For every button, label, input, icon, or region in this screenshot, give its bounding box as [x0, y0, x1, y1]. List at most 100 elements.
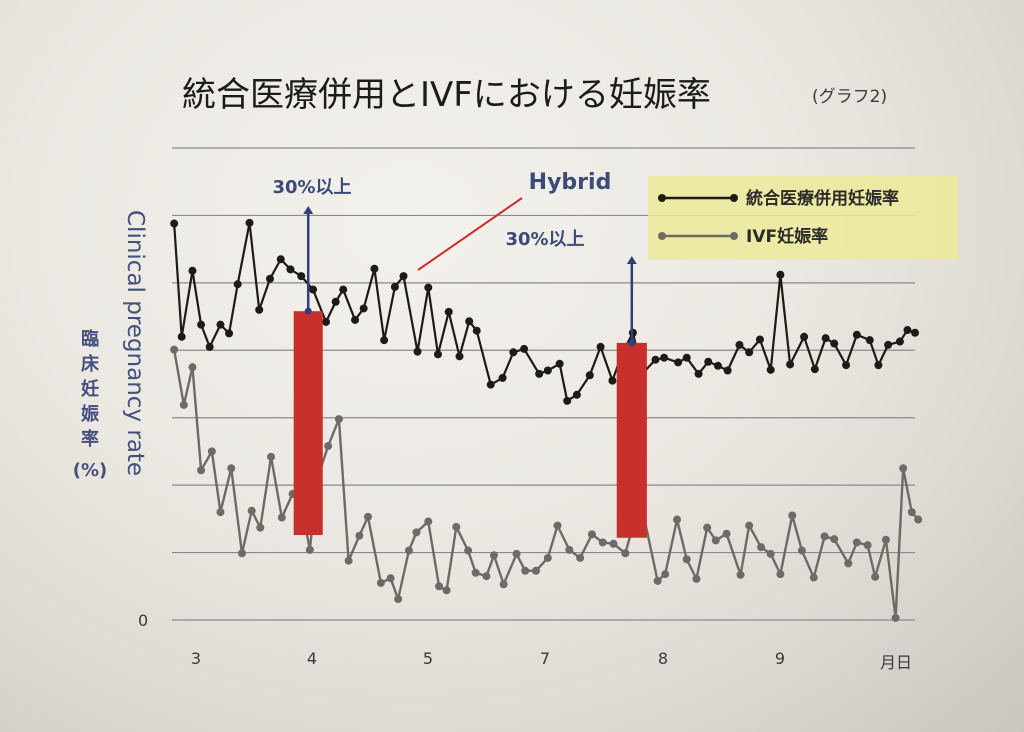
point-ivf	[587, 530, 596, 539]
point-ivf	[820, 532, 829, 541]
point-ivf	[661, 570, 670, 579]
point-ivf	[188, 363, 197, 372]
point-ivf	[844, 559, 853, 568]
point-integrated	[509, 348, 518, 357]
point-ivf	[914, 515, 923, 524]
point-integrated	[585, 371, 594, 380]
point-integrated	[286, 265, 295, 274]
point-integrated	[903, 326, 912, 335]
point-integrated	[842, 361, 851, 370]
point-integrated	[660, 353, 669, 362]
point-integrated	[465, 317, 474, 326]
point-ivf	[863, 541, 872, 550]
x-tick-label: 3	[191, 649, 201, 668]
point-integrated	[520, 344, 529, 353]
point-integrated	[694, 369, 703, 378]
point-ivf	[757, 543, 766, 552]
arrow-base-dot	[628, 339, 636, 347]
legend: 統合医療併用妊娠率 IVF妊娠率	[648, 176, 958, 260]
point-integrated	[713, 361, 722, 370]
y-label-char: 臨	[81, 329, 99, 350]
point-integrated	[351, 315, 360, 324]
point-integrated	[830, 339, 839, 348]
point-integrated	[444, 307, 453, 316]
point-ivf	[797, 546, 806, 555]
point-integrated	[177, 332, 186, 341]
point-ivf	[543, 553, 552, 562]
point-integrated	[197, 320, 206, 329]
point-integrated	[911, 328, 919, 337]
point-ivf	[394, 595, 403, 604]
point-ivf	[531, 566, 540, 575]
x-tick-label: 5	[423, 649, 433, 668]
point-ivf	[464, 546, 473, 555]
legend-marker	[658, 232, 666, 240]
point-integrated	[424, 283, 433, 292]
point-ivf	[899, 464, 908, 473]
legend-label-integrated: 統合医療併用妊娠率	[746, 188, 899, 209]
point-ivf	[355, 531, 364, 540]
point-integrated	[359, 304, 368, 313]
series-line-ivf	[172, 349, 920, 620]
legend-marker	[658, 194, 666, 202]
point-integrated	[265, 274, 274, 283]
point-ivf	[237, 549, 246, 558]
hybrid-callout-line	[417, 197, 523, 271]
point-integrated	[884, 340, 893, 349]
point-ivf	[170, 345, 179, 354]
point-ivf	[521, 566, 530, 575]
point-ivf	[277, 513, 286, 522]
annotation-30pct-left: 30%以上	[272, 177, 351, 198]
point-integrated	[380, 336, 389, 345]
x-tick-label: 8	[658, 649, 668, 668]
point-ivf	[621, 549, 630, 558]
chart-subtitle: (グラフ2)	[812, 87, 887, 107]
point-integrated	[821, 334, 830, 343]
arrow-base-dot	[304, 307, 312, 315]
point-ivf	[442, 586, 451, 595]
annotation-30pct-right: 30%以上	[505, 229, 584, 250]
point-integrated	[331, 297, 340, 306]
point-integrated	[766, 365, 775, 374]
point-ivf	[386, 574, 395, 583]
point-integrated	[498, 373, 507, 382]
point-ivf	[576, 553, 585, 562]
point-ivf	[881, 535, 890, 544]
point-integrated	[486, 380, 495, 389]
point-ivf	[344, 556, 353, 565]
annotations: 30%以上 30%以上 Hybrid	[272, 170, 611, 250]
point-ivf	[227, 464, 236, 473]
point-integrated	[255, 305, 264, 314]
annotation-hybrid: Hybrid	[529, 170, 612, 195]
point-ivf	[216, 508, 225, 517]
point-integrated	[170, 219, 179, 228]
point-ivf	[653, 576, 662, 585]
point-integrated	[704, 357, 713, 366]
point-ivf	[334, 415, 343, 424]
point-ivf	[852, 538, 861, 547]
point-integrated	[865, 336, 874, 345]
point-integrated	[321, 317, 330, 326]
point-integrated	[674, 358, 683, 367]
point-integrated	[800, 332, 809, 341]
point-ivf	[745, 521, 754, 530]
point-ivf	[736, 570, 745, 579]
point-ivf	[598, 538, 607, 547]
y-label-char: 妊	[81, 378, 99, 400]
point-integrated	[276, 255, 285, 264]
point-integrated	[745, 348, 754, 357]
point-integrated	[225, 329, 234, 338]
point-ivf	[553, 521, 562, 530]
point-integrated	[776, 270, 785, 279]
point-integrated	[810, 365, 819, 374]
point-ivf	[197, 466, 206, 475]
point-integrated	[735, 340, 744, 349]
point-integrated	[535, 369, 544, 378]
point-integrated	[895, 337, 904, 346]
point-ivf	[512, 549, 521, 558]
point-integrated	[543, 366, 552, 375]
point-integrated	[390, 282, 399, 291]
point-ivf	[809, 573, 818, 582]
